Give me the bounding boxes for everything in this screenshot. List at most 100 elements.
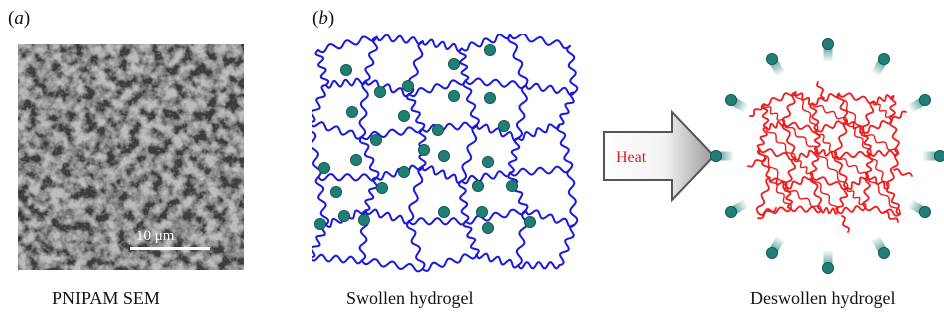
water-molecule [337,209,350,222]
polymer-chain [312,84,327,123]
polymer-chain [784,157,797,189]
polymer-chain [860,130,872,155]
water-molecule [418,144,431,157]
polymer-chain [786,186,823,211]
polymer-chain [893,168,913,177]
polymer-chain [763,91,797,107]
polymer-chain [888,95,897,121]
polymer-chain [558,223,576,267]
polymer-chain [869,149,900,157]
caption-swollen-hydrogel: Swollen hydrogel [346,288,474,308]
polymer-chain [360,258,424,273]
water-molecule [447,90,460,103]
deswollen-hydrogel-network [710,38,944,274]
polymer-chain [869,152,890,189]
expelled-water-molecule [766,246,779,259]
polymer-chain [833,120,848,157]
polymer-chain [835,155,869,177]
polymer-chain [566,44,579,94]
polymer-chain [816,150,849,189]
water-molecule [346,106,359,119]
polymer-chain [408,165,424,223]
water-molecule [398,110,411,123]
polymer-chain [406,93,426,130]
expelled-water-molecule [877,52,890,65]
polymer-chain [816,148,837,159]
polymer-chain [408,79,467,98]
polymer-chain [364,208,410,225]
polymer-chain [358,135,380,179]
expelled-water-molecule [724,94,737,107]
polymer-chain [760,103,770,129]
polymer-chain [785,175,814,190]
polymer-chain [749,105,763,118]
heat-arrow: Heat [603,110,716,202]
polymer-chain [405,220,426,270]
polymer-chain [809,150,820,178]
motion-trail [716,151,734,161]
polymer-chain [811,102,848,122]
expelled-water-molecule [822,38,835,50]
polymer-chain [314,49,330,86]
water-molecule [497,120,510,133]
polymer-chain [314,176,330,226]
expelled-water-molecule [766,52,779,65]
polymer-chain [891,110,907,121]
polymer-chain [783,122,818,152]
polymer-chain [883,210,899,223]
polymer-chain [867,175,901,215]
polymer-chain [312,253,363,265]
polymer-chain [794,91,819,131]
expelled-water-molecule [934,150,944,162]
polymer-chain [835,187,849,213]
water-molecule [438,150,451,163]
polymer-chain [364,176,379,212]
polymer-chain [820,206,839,215]
polymer-chain [862,131,899,154]
polymer-chain [312,130,322,178]
polymer-chain [507,34,529,87]
water-molecule [402,80,415,93]
water-molecule [481,221,494,234]
expelled-water-molecule [918,94,931,107]
polymer-chain [460,34,511,52]
polymer-chain [517,123,561,142]
polymer-chain [809,175,823,211]
polymer-chain [885,152,900,189]
polymer-chain [833,154,849,189]
polymer-chain [860,100,875,133]
polymer-chain [517,261,561,270]
polymer-chain [816,129,838,157]
polymer-chain [811,92,840,106]
polymer-chain [837,92,875,105]
polymer-chain [756,126,768,150]
polymer-chain [816,81,825,99]
polymer-chain [460,123,478,182]
water-molecule [374,86,387,99]
polymer-chain [475,252,520,269]
heat-label: Heat [616,149,647,166]
polymer-chain [783,121,819,133]
polymer-chain [509,165,572,177]
polymer-chain [862,119,893,134]
polymer-chain [475,123,520,142]
polymer-chain [758,148,788,188]
polymer-chain [888,119,900,154]
polymer-chain [364,35,379,82]
polymer-chain [364,79,410,98]
polymer-chain [862,175,871,209]
polymer-chain [515,84,528,139]
expelled-water-molecule [822,261,835,274]
polymer-chain [809,102,820,131]
polymer-chain [845,120,865,134]
polymer-chain [765,120,785,131]
water-molecule [523,215,536,228]
polymer-chain [358,79,369,138]
polymer-chain [837,92,865,133]
polymer-chain [509,34,571,50]
polymer-chain [421,38,463,53]
polymer-chain [765,126,796,159]
polymer-chain [421,165,463,184]
scale-bar-label: 10 μm [136,228,175,244]
polymer-chain [794,157,814,177]
